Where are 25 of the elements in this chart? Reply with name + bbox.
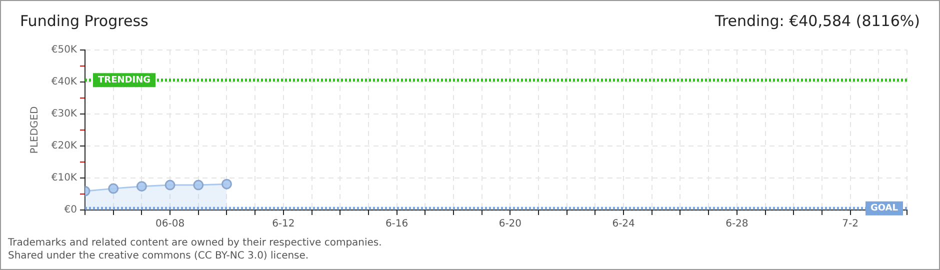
x-tick-label: 6-24: [612, 218, 635, 230]
x-tick-label: 06-08: [156, 218, 185, 230]
x-tick-label: 7-2: [842, 218, 858, 230]
chart-subtitle: Trending: €40,584 (8116%): [714, 12, 920, 30]
y-tick-label: €50K: [51, 44, 78, 56]
point: [193, 180, 204, 190]
chart-title: Funding Progress: [20, 12, 149, 30]
x-tick-label: 6-20: [498, 218, 522, 230]
point: [108, 183, 119, 194]
y-tick-label: €10K: [51, 172, 78, 184]
x-tick-label: 6-16: [385, 218, 408, 230]
y-tick-label: €40K: [51, 76, 78, 88]
y-tick-label: €20K: [51, 140, 78, 152]
point: [221, 178, 232, 190]
text: Shared under the creative commons (CC BY-NC 3.0) license.: [8, 250, 309, 262]
ref-line-label: GOAL: [870, 204, 898, 214]
ref-line-label: TRENDING: [98, 75, 150, 86]
point: [136, 181, 147, 192]
x-tick-label: 6-28: [726, 218, 748, 230]
y-tick-label: €30K: [51, 108, 78, 120]
point: [164, 180, 176, 190]
x-tick-label: 6-12: [272, 218, 295, 230]
text: Trademarks and related content are owned by their respective companies.: [7, 238, 382, 249]
y-tick-label: €0: [64, 204, 77, 216]
y-axis-title: PLEDGED: [30, 106, 41, 154]
